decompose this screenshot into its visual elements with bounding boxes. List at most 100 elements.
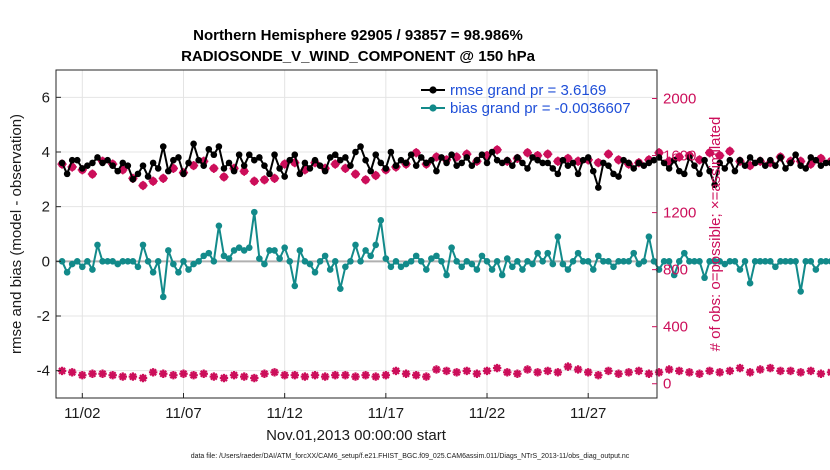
bias-point [58, 258, 66, 265]
bias-point [736, 266, 744, 273]
obs-assimilated-marker [300, 372, 310, 381]
rmse-point [488, 148, 496, 156]
bias-point [286, 258, 294, 265]
bias-point [681, 249, 688, 257]
obs-assimilated-marker [452, 368, 461, 377]
rmse-point [772, 162, 779, 169]
bias-point [276, 255, 283, 262]
y2-tick-label: 400 [663, 319, 688, 336]
bias-point [610, 263, 617, 271]
obs-assimilated-marker [219, 373, 229, 383]
bias-point [144, 258, 152, 265]
rmse-point [417, 154, 425, 161]
bias-point [493, 258, 501, 265]
bias-point [498, 271, 506, 279]
bias-point [296, 247, 304, 254]
rmse-point [721, 165, 729, 172]
plot-frame [55, 69, 658, 399]
bias-point [797, 288, 804, 295]
rmse-point [701, 156, 708, 164]
rmse-point [625, 159, 632, 167]
bias-point [99, 258, 106, 265]
bias-point [686, 258, 693, 265]
obs-assimilated-marker [654, 368, 664, 377]
rmse-point [686, 154, 693, 161]
obs-assimilated-marker [594, 370, 603, 380]
bias-point [337, 285, 344, 292]
rmse-point [767, 156, 774, 164]
obs-assimilated-marker [148, 368, 158, 377]
bias-point [767, 258, 774, 265]
rmse-point [423, 159, 430, 167]
obs-possible-cross [705, 148, 715, 158]
rmse-point [261, 162, 268, 169]
bias-point [357, 258, 364, 265]
obs-assimilated-marker [523, 365, 532, 374]
rmse-point [407, 151, 415, 159]
y-tick-label: -4 [37, 363, 50, 380]
rmse-point [306, 165, 314, 172]
obs-possible-cross [269, 173, 280, 183]
bias-point [761, 258, 769, 265]
legend-bias-marker [429, 104, 437, 112]
rmse-point [574, 170, 582, 178]
y-tick-label: -2 [37, 308, 50, 325]
bias-point [503, 255, 511, 262]
rmse-point [114, 167, 122, 175]
obs-assimilated-marker [310, 370, 320, 380]
legend-rmse-label: rmse grand pr = 3.6169 [450, 82, 606, 99]
obs-possible-cross [330, 159, 340, 169]
bias-point [428, 255, 435, 262]
rmse-point [352, 148, 359, 156]
rmse-point [453, 162, 460, 169]
rmse-point [534, 156, 541, 164]
rmse-point [756, 156, 764, 164]
rmse-point [256, 154, 263, 161]
rmse-point [706, 167, 713, 175]
obs-assimilated-marker [351, 372, 360, 381]
rmse-point [245, 151, 253, 159]
bias-point [670, 271, 678, 279]
rmse-point [595, 184, 602, 191]
rmse-point [498, 159, 506, 167]
rmse-point [79, 165, 86, 172]
rmse-point [342, 154, 349, 161]
rmse-point [382, 165, 390, 172]
rmse-point [600, 159, 607, 167]
bias-point [200, 252, 208, 260]
rmse-point [463, 154, 471, 161]
rmse-point [443, 159, 450, 167]
bias-point [235, 244, 243, 251]
obs-possible-cross [543, 149, 553, 159]
rmse-point [589, 167, 597, 175]
bias-point [347, 258, 354, 265]
rmse-point [438, 154, 445, 161]
bias-point [154, 258, 162, 265]
obs-assimilated-marker [685, 368, 694, 377]
obs-assimilated-marker [88, 369, 97, 378]
bias-point [397, 263, 405, 271]
bias-point [124, 258, 132, 265]
bias-point [251, 208, 258, 216]
obs-possible-cross [138, 180, 148, 191]
rmse-point [610, 170, 617, 178]
rmse-point [483, 159, 491, 167]
rmse-point [84, 162, 91, 169]
obs-assimilated-marker [78, 370, 87, 380]
bias-point [407, 258, 415, 265]
bias-point [792, 258, 799, 265]
rmse-point [104, 156, 111, 164]
bias-point [539, 258, 546, 265]
obs-possible-cross [725, 146, 735, 156]
rmse-point [817, 162, 825, 169]
bias-point [256, 255, 263, 262]
rmse-point [458, 159, 466, 167]
y2-tick-label: 800 [663, 262, 688, 279]
obs-possible-cross [361, 175, 371, 185]
obs-assimilated-marker [381, 370, 391, 380]
obs-assimilated-marker [432, 365, 441, 374]
bias-point [306, 260, 314, 268]
bias-point [159, 293, 167, 301]
bias-point [584, 258, 592, 265]
bias-point [731, 258, 739, 265]
